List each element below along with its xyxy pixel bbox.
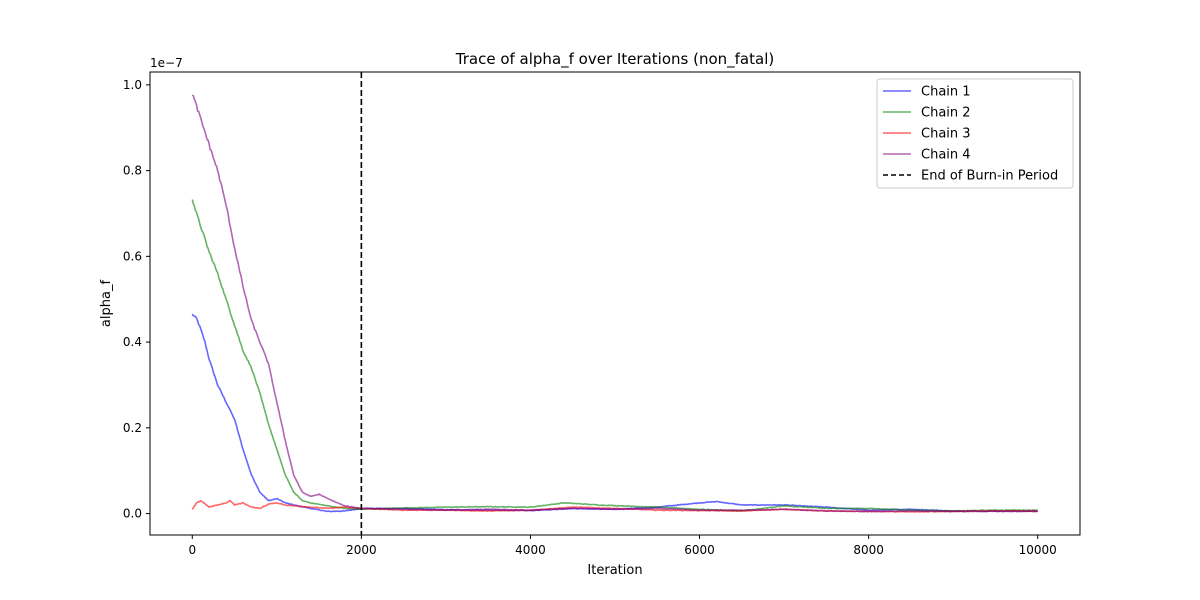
x-axis: 0 2000 4000 6000 8000 10000 [188, 535, 1057, 557]
y-tick-label: 0.2 [123, 421, 142, 435]
x-axis-label: Iteration [587, 563, 642, 578]
y-axis: 0.0 0.2 0.4 0.6 0.8 1.0 [123, 78, 150, 521]
legend-label: Chain 3 [921, 127, 971, 142]
y-axis-offset-label: 1e−7 [150, 56, 183, 70]
legend-label: Chain 4 [921, 148, 971, 163]
plot-frame [149, 71, 1081, 536]
x-tick-label: 4000 [515, 543, 546, 557]
y-tick-label: 0.0 [123, 507, 142, 521]
y-tick-label: 0.6 [123, 249, 142, 263]
legend-label: Chain 1 [921, 85, 971, 100]
x-tick-label: 8000 [853, 543, 884, 557]
x-tick-label: 10000 [1019, 543, 1057, 557]
legend-label: Chain 2 [921, 106, 971, 121]
x-tick-label: 0 [188, 543, 196, 557]
series-line-chain-2 [191, 199, 1038, 513]
y-tick-label: 0.8 [123, 164, 142, 178]
x-tick-label: 2000 [346, 543, 377, 557]
y-tick-label: 0.4 [123, 335, 142, 349]
y-axis-label: alpha_f [99, 280, 114, 328]
x-tick-label: 6000 [684, 543, 715, 557]
chart-title: Trace of alpha_f over Iterations (non_fa… [455, 50, 774, 69]
legend-box [876, 78, 1074, 189]
legend: Chain 1 Chain 2 Chain 3 Chain 4 End of Burn-… [876, 78, 1074, 189]
legend-label: End of Burn-in Period [921, 169, 1058, 184]
y-tick-label: 1.0 [123, 78, 142, 92]
series-line-chain-1 [191, 313, 1038, 513]
series-line-chain-4 [191, 94, 1038, 513]
plot-area [191, 94, 1038, 513]
